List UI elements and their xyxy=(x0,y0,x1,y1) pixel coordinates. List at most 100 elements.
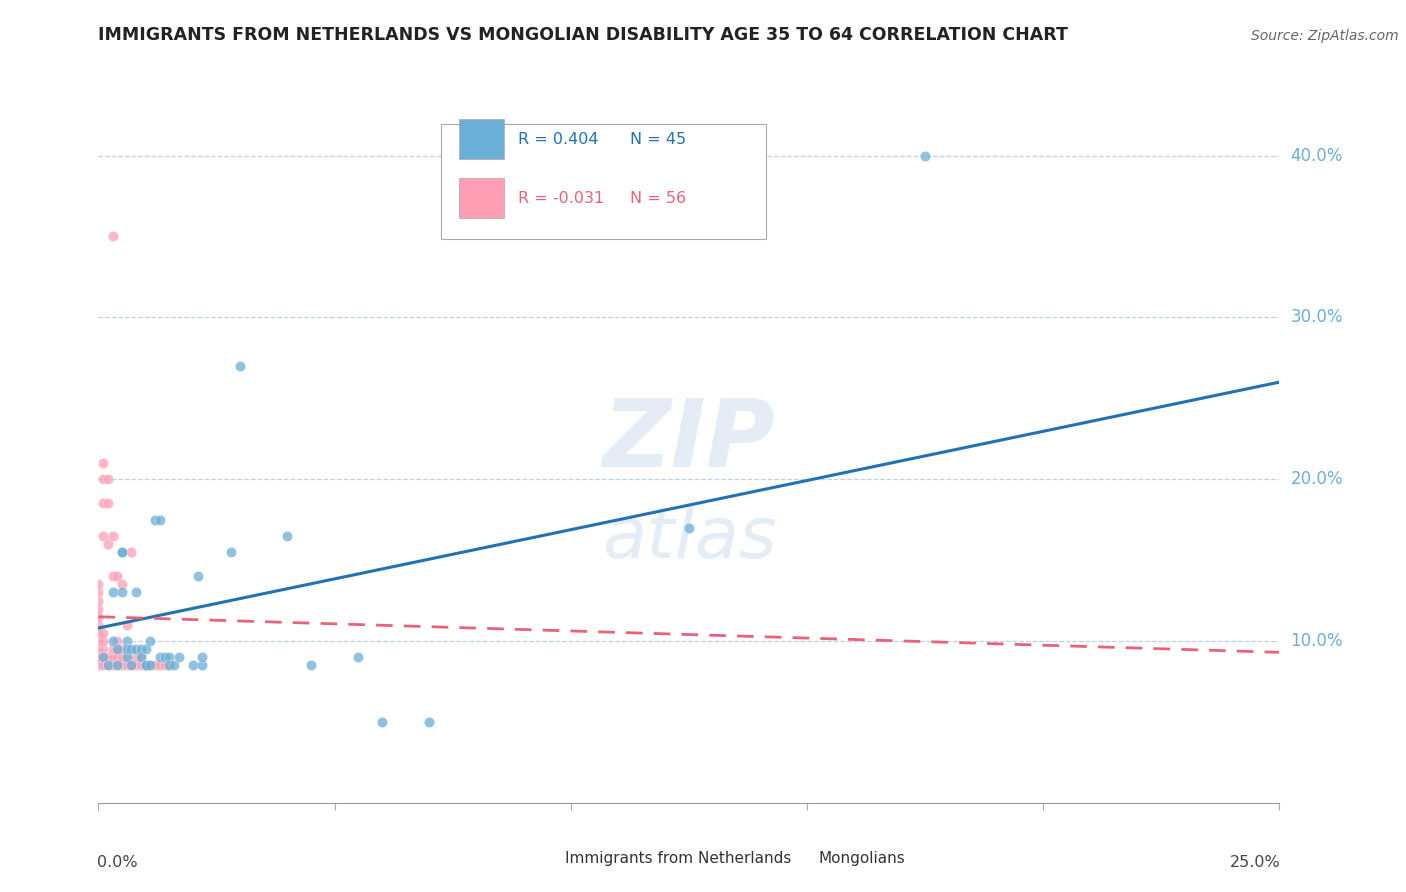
Point xyxy=(167,650,190,665)
Point xyxy=(87,642,110,657)
Point xyxy=(87,658,110,673)
Point xyxy=(219,545,242,559)
Text: N = 56: N = 56 xyxy=(630,191,686,206)
Point xyxy=(97,472,120,486)
Text: atlas: atlas xyxy=(602,504,776,573)
Point xyxy=(87,609,110,624)
Point xyxy=(105,634,128,648)
Point xyxy=(135,658,157,673)
Point xyxy=(153,658,176,673)
Point xyxy=(97,537,120,551)
Point xyxy=(101,658,124,673)
Point xyxy=(105,642,128,657)
Point xyxy=(181,658,204,673)
Point xyxy=(157,658,180,673)
Point xyxy=(157,650,180,665)
Point xyxy=(347,650,370,665)
Point xyxy=(139,658,162,673)
Point xyxy=(125,658,148,673)
Point xyxy=(101,569,124,583)
Point xyxy=(101,229,124,244)
Point xyxy=(157,658,180,673)
Point xyxy=(91,456,114,470)
Point xyxy=(115,650,138,665)
Text: 0.0%: 0.0% xyxy=(97,855,138,870)
FancyBboxPatch shape xyxy=(458,178,503,219)
Point xyxy=(111,658,134,673)
Point xyxy=(111,642,134,657)
Point xyxy=(143,513,166,527)
Point xyxy=(111,585,134,599)
Text: Source: ZipAtlas.com: Source: ZipAtlas.com xyxy=(1251,29,1399,43)
Point xyxy=(143,658,166,673)
Point xyxy=(87,593,110,607)
Point xyxy=(105,569,128,583)
Point xyxy=(115,642,138,657)
Point xyxy=(187,569,209,583)
Point xyxy=(914,148,936,162)
Point xyxy=(97,496,120,510)
Point xyxy=(101,529,124,543)
Point xyxy=(135,658,157,673)
Text: 10.0%: 10.0% xyxy=(1291,632,1343,650)
Point xyxy=(105,658,128,673)
Text: R = -0.031: R = -0.031 xyxy=(517,191,605,206)
Point xyxy=(87,650,110,665)
Point xyxy=(101,650,124,665)
Point xyxy=(121,658,143,673)
Point xyxy=(105,642,128,657)
Point xyxy=(111,650,134,665)
Point xyxy=(101,642,124,657)
Point xyxy=(299,658,322,673)
Point xyxy=(91,626,114,640)
Point xyxy=(115,650,138,665)
Point xyxy=(121,545,143,559)
Point xyxy=(97,658,120,673)
Point xyxy=(101,634,124,648)
Point xyxy=(191,650,214,665)
Text: IMMIGRANTS FROM NETHERLANDS VS MONGOLIAN DISABILITY AGE 35 TO 64 CORRELATION CHA: IMMIGRANTS FROM NETHERLANDS VS MONGOLIAN… xyxy=(98,26,1069,44)
Point xyxy=(105,650,128,665)
FancyBboxPatch shape xyxy=(441,124,766,239)
Point xyxy=(91,658,114,673)
Point xyxy=(135,658,157,673)
Point xyxy=(121,642,143,657)
Text: N = 45: N = 45 xyxy=(630,131,686,146)
Point xyxy=(111,545,134,559)
Point xyxy=(129,658,152,673)
Point xyxy=(153,650,176,665)
Point xyxy=(121,658,143,673)
Point xyxy=(191,658,214,673)
Point xyxy=(135,658,157,673)
Point xyxy=(129,650,152,665)
Point xyxy=(149,650,172,665)
Text: R = 0.404: R = 0.404 xyxy=(517,131,598,146)
Point xyxy=(125,642,148,657)
Point xyxy=(129,650,152,665)
Point xyxy=(276,529,298,543)
FancyBboxPatch shape xyxy=(517,839,555,876)
Point xyxy=(101,585,124,599)
Point xyxy=(111,577,134,591)
Point xyxy=(418,714,440,729)
Point xyxy=(91,634,114,648)
Point xyxy=(111,545,134,559)
Point xyxy=(129,642,152,657)
Point xyxy=(149,658,172,673)
Point xyxy=(97,658,120,673)
Point xyxy=(97,650,120,665)
Point xyxy=(87,585,110,599)
Point xyxy=(163,658,186,673)
Text: 30.0%: 30.0% xyxy=(1291,309,1343,326)
Point xyxy=(115,617,138,632)
Point xyxy=(371,714,394,729)
Point xyxy=(91,496,114,510)
Point xyxy=(105,658,128,673)
Text: 40.0%: 40.0% xyxy=(1291,146,1343,165)
FancyBboxPatch shape xyxy=(458,119,503,159)
Point xyxy=(87,601,110,615)
Point xyxy=(87,577,110,591)
Text: Immigrants from Netherlands: Immigrants from Netherlands xyxy=(565,851,792,866)
Text: 25.0%: 25.0% xyxy=(1230,855,1281,870)
Point xyxy=(678,521,700,535)
